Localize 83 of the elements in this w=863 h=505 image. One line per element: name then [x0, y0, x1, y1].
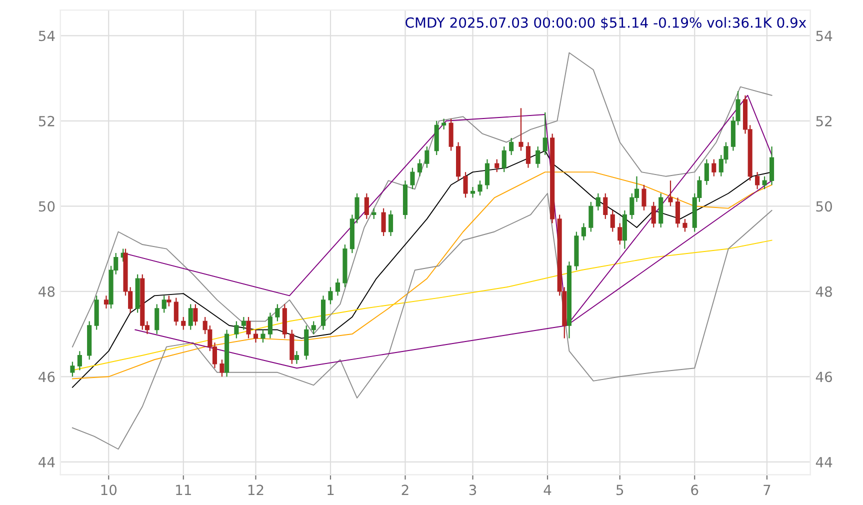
y2-tick-label: 50: [816, 201, 832, 212]
y2-tick-label: 46: [816, 372, 832, 382]
candlestick: [448, 118, 454, 152]
x-tick-label: 6: [691, 484, 698, 496]
x-tick-label: 3: [469, 484, 476, 496]
candlestick: [372, 208, 376, 220]
candlestick: [328, 286, 333, 305]
candlestick: [704, 158, 709, 186]
candlestick: [220, 359, 224, 378]
candlestick: [154, 304, 160, 335]
candlestick: [381, 208, 386, 237]
candlestick: [603, 192, 608, 220]
y2-tick-label: 48: [816, 286, 832, 297]
x-tick-label: 10: [101, 484, 117, 496]
candlestick: [268, 312, 272, 339]
candlestick: [311, 320, 316, 335]
y-tick-label: 44: [38, 457, 55, 468]
candlestick: [478, 180, 482, 196]
candlestick: [596, 192, 600, 211]
candlestick: [162, 295, 166, 314]
chart-title: CMDY 2025.07.03 00:00:00 $51.14 -0.19% vol:36.1K 0.9x: [406, 17, 806, 30]
candlestick: [442, 118, 446, 130]
candlestick: [424, 146, 430, 168]
line-series: [72, 192, 772, 450]
candlestick: [610, 210, 615, 232]
candlestick: [668, 180, 673, 207]
candlestick: [410, 167, 415, 190]
candlestick: [502, 146, 506, 173]
candlestick: [712, 158, 716, 177]
candlestick: [518, 108, 524, 152]
candlestick: [470, 186, 476, 198]
candlestick: [260, 329, 266, 344]
candlestick: [246, 316, 251, 339]
candlestick: [581, 222, 586, 241]
x-tick-label: 2: [402, 484, 408, 495]
candlestick: [181, 316, 186, 330]
candlestick: [542, 112, 548, 156]
candlestick: [241, 316, 246, 330]
candlestick: [588, 201, 594, 232]
candlestick: [193, 304, 198, 326]
candlestick: [364, 192, 369, 220]
candlestick: [642, 184, 646, 211]
y2-tick-label: 54: [816, 30, 832, 42]
candlestick: [484, 158, 490, 190]
y2-tick-label: 52: [816, 116, 832, 126]
candlestick: [463, 172, 468, 198]
line-series: [72, 52, 772, 348]
y-tick-label: 54: [38, 30, 55, 42]
candlestick: [388, 210, 394, 237]
candlestick: [769, 146, 774, 186]
x-tick-label: 11: [176, 484, 191, 495]
candlestick: [618, 222, 622, 246]
candlestick: [104, 295, 109, 310]
y-tick-label: 52: [38, 116, 54, 126]
candlestick: [174, 297, 178, 326]
candlestick: [417, 158, 422, 177]
y-tick-label: 48: [38, 286, 55, 297]
candlestick: [77, 350, 82, 371]
candlestick: [526, 142, 530, 168]
x-tick-label: 12: [248, 484, 264, 495]
x-tick-label: 1: [328, 484, 334, 495]
y-tick-label: 50: [38, 201, 55, 212]
x-tick-label: 7: [764, 484, 770, 495]
candlestick: [294, 350, 300, 364]
candlestick: [755, 172, 760, 190]
candlestick: [762, 176, 767, 190]
candlestick: [651, 201, 656, 228]
candlestick: [166, 295, 172, 307]
candlestick: [275, 304, 280, 322]
candlestick: [682, 218, 688, 232]
candlestick: [494, 158, 500, 173]
candlestick: [70, 361, 75, 378]
candlestick: [234, 320, 239, 339]
candlestick: [536, 146, 540, 168]
candlestick: [335, 278, 340, 296]
x-tick-label: 4: [544, 484, 552, 495]
x-tick-label: 5: [616, 484, 624, 496]
candlestick: [188, 304, 193, 330]
y2-tick-label: 44: [816, 457, 832, 468]
y-tick-label: 46: [38, 372, 55, 382]
candlestick: [509, 137, 514, 156]
candlestick: [253, 329, 258, 344]
candlestick: [675, 197, 680, 228]
